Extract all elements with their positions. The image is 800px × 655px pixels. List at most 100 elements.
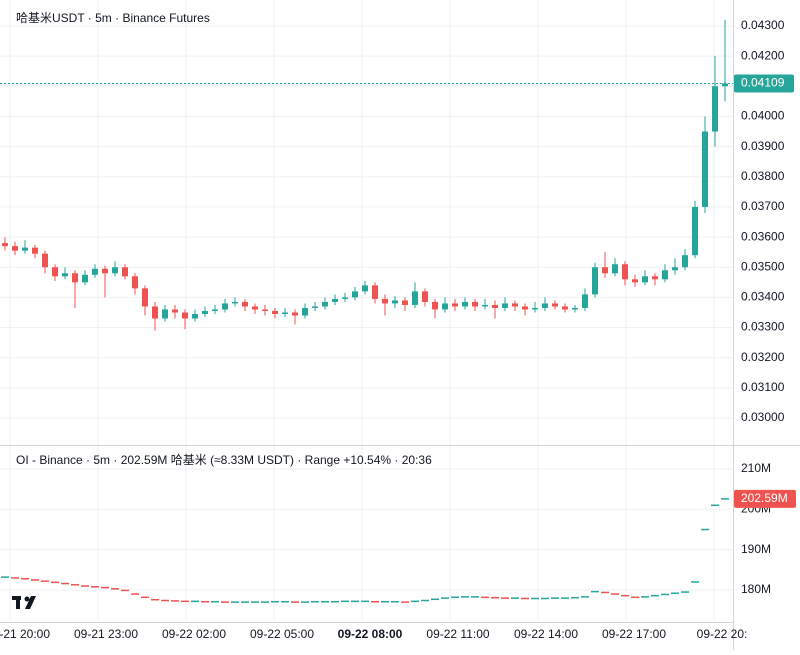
- candle-body: [482, 304, 488, 307]
- oi-point: [601, 591, 609, 594]
- x-tick-label: 09-22 08:00: [338, 627, 403, 641]
- candle-body: [132, 276, 138, 289]
- oi-point: [91, 586, 99, 588]
- oi-point: [251, 601, 259, 603]
- oi-point: [151, 598, 159, 601]
- oi-point: [361, 600, 369, 603]
- labels: 09-21 20:00 09-21 23:00 09-22 02:00 09-22 0…: [0, 18, 796, 641]
- candle-body: [102, 268, 108, 274]
- oi-point: [491, 596, 499, 599]
- oi-point: [521, 597, 529, 600]
- candle-body: [282, 312, 288, 314]
- y-tick-label: 0.03000: [741, 410, 785, 424]
- oi-point: [201, 600, 209, 603]
- y-tick-label: 0.04000: [741, 109, 785, 123]
- oi-point: [541, 597, 549, 600]
- last-price-badge: [734, 74, 794, 93]
- candle-body: [582, 294, 588, 308]
- candle-body: [202, 310, 208, 314]
- candle-body: [622, 264, 628, 280]
- logo: [12, 596, 36, 609]
- candle-body: [192, 313, 198, 319]
- candle-body: [212, 309, 218, 311]
- candle-body: [422, 291, 428, 302]
- candle-body: [672, 267, 678, 271]
- candle-body: [692, 206, 698, 256]
- oi-point: [401, 601, 409, 603]
- candle-body: [682, 255, 688, 268]
- y-tick-label: 180M: [741, 582, 771, 596]
- oi-point: [141, 596, 149, 599]
- oi-point: [551, 597, 559, 599]
- oi-point: [21, 577, 29, 580]
- y-tick-label: 0.03100: [741, 380, 785, 394]
- candle-body: [512, 303, 518, 307]
- marks: [0, 19, 733, 603]
- oi-point: [421, 599, 429, 602]
- candle-body: [312, 306, 318, 308]
- candle-body: [22, 247, 28, 251]
- oi-point: [441, 597, 449, 599]
- oi-point: [131, 593, 139, 595]
- oi-point: [511, 597, 519, 599]
- oi-point: [341, 600, 349, 603]
- oi-point: [241, 601, 249, 603]
- oi-point: [641, 596, 649, 598]
- x-tick-label: 09-21 20:00: [0, 627, 50, 641]
- candle-body: [292, 312, 298, 316]
- oi-point: [321, 600, 329, 603]
- candle-body: [702, 131, 708, 207]
- oi-point: [651, 594, 659, 597]
- x-tick-label: 09-22 11:00: [426, 627, 489, 641]
- candle-body: [232, 301, 238, 304]
- y-tick-label: 0.03400: [741, 290, 785, 304]
- oi-point: [81, 585, 89, 587]
- candle-body: [542, 303, 548, 308]
- oi-point: [721, 498, 729, 500]
- candle-body: [112, 267, 118, 274]
- oi-point: [51, 581, 59, 584]
- candle-body: [62, 273, 68, 277]
- candle-body: [142, 288, 148, 307]
- oi-point: [261, 601, 269, 603]
- oi-point: [1, 576, 9, 578]
- price-title: 哈基米USDT · 5m · Binance Futures: [16, 11, 210, 25]
- oi-point: [561, 597, 569, 599]
- candle-body: [462, 301, 468, 307]
- x-tick-label: 09-22 14:00: [514, 627, 578, 641]
- candle-body: [12, 246, 18, 251]
- candle-body: [152, 306, 158, 319]
- grid: [0, 0, 733, 620]
- last-value-badge: [734, 489, 796, 508]
- oi-point: [221, 601, 229, 603]
- candle-body: [2, 243, 8, 247]
- oi-point: [481, 596, 489, 599]
- oi-point: [631, 596, 639, 599]
- oi-point: [111, 588, 119, 590]
- candle-body: [452, 303, 458, 307]
- oi-point: [381, 600, 389, 603]
- oi-point: [501, 597, 509, 599]
- candle-body: [162, 309, 168, 319]
- candle-body: [602, 267, 608, 274]
- candle-body: [532, 307, 538, 310]
- y-tick-label: 0.03800: [741, 169, 785, 183]
- oi-point: [531, 597, 539, 600]
- oi-point: [41, 580, 49, 582]
- y-tick-label: 0.03500: [741, 259, 785, 273]
- candle-body: [362, 285, 368, 292]
- oi-point: [31, 579, 39, 581]
- oi-point: [671, 592, 679, 595]
- oi-point: [121, 589, 129, 592]
- oi-point: [71, 584, 79, 586]
- oi-point: [691, 581, 699, 583]
- y-tick-label: 0.03300: [741, 320, 785, 334]
- x-tick-label: 09-22 02:00: [162, 627, 226, 641]
- candle-body: [42, 253, 48, 268]
- oi-point: [231, 601, 239, 603]
- candle-body: [332, 298, 338, 302]
- candle-body: [492, 304, 498, 308]
- oi-point: [271, 600, 279, 603]
- candle-body: [32, 247, 38, 254]
- oi-point: [371, 600, 379, 603]
